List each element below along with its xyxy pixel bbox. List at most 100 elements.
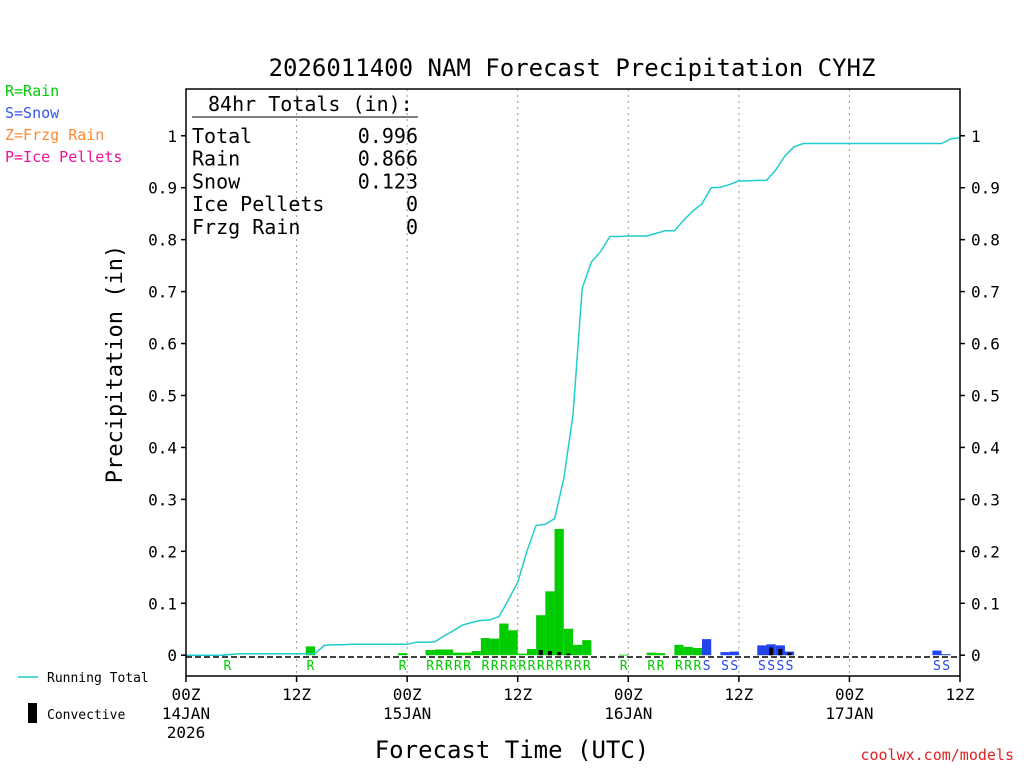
x-tick-label: 12Z	[282, 685, 311, 704]
totals-row-label: Ice Pellets	[192, 192, 324, 216]
convective-bar	[778, 648, 783, 656]
precip-type-marker: S	[933, 659, 941, 674]
precip-type-marker: R	[537, 659, 545, 674]
precip-bar	[471, 651, 481, 656]
precip-bar	[692, 647, 702, 656]
chart-title: 2026011400 NAM Forecast Precipitation CY…	[269, 54, 876, 82]
precip-bar	[729, 651, 739, 656]
convective-bar	[769, 647, 774, 656]
convective-bar	[547, 651, 552, 656]
legend-freezing-rain: Z=Frzg Rain	[5, 126, 105, 144]
precip-type-marker: S	[786, 659, 794, 674]
precip-type-marker: R	[454, 659, 462, 674]
precip-bar	[941, 654, 951, 656]
y-tick-label-right: 0.2	[971, 542, 1000, 561]
precip-type-marker: R	[657, 659, 665, 674]
precip-bar	[425, 650, 435, 656]
precip-type-marker: R	[509, 659, 517, 674]
precip-type-marker: R	[693, 659, 701, 674]
precip-type-marker: R	[482, 659, 490, 674]
precip-type-marker: R	[546, 659, 554, 674]
y-tick-label-left: 0.7	[148, 283, 177, 302]
precip-bar	[545, 591, 555, 656]
precip-type-marker: S	[721, 659, 729, 674]
y-tick-label-right: 0	[971, 646, 981, 665]
precip-type-marker: R	[306, 659, 314, 674]
y-tick-label-right: 0.7	[971, 283, 1000, 302]
precip-type-marker: S	[767, 659, 775, 674]
precip-bar	[563, 628, 573, 656]
precip-type-marker: R	[555, 659, 563, 674]
precip-type-marker: R	[684, 659, 692, 674]
axes: 0 00.1 0.10.2 0.20.3 0.30.4 0.40.5 0.50.6 0.60.…	[148, 127, 1000, 742]
precip-bar	[646, 652, 656, 656]
totals-row-value: 0.123	[358, 169, 418, 193]
precip-bar	[554, 528, 564, 656]
totals-row-value: 0.996	[358, 124, 418, 148]
precip-type-marker: R	[463, 659, 471, 674]
precip-bar	[444, 649, 454, 656]
precip-type-marker: R	[675, 659, 683, 674]
totals-title: 84hr Totals (in):	[208, 92, 413, 116]
plot-frame	[185, 88, 961, 677]
gridlines	[296, 89, 850, 676]
x-tick-date: 16JAN	[604, 704, 652, 723]
precip-type-marker: R	[445, 659, 453, 674]
convective-legend-swatch	[28, 703, 37, 723]
precip-type-marker: S	[730, 659, 738, 674]
source-watermark: coolwx.com/models	[860, 746, 1014, 764]
y-tick-label-left: 1	[167, 127, 177, 146]
precip-type-marker: R	[224, 659, 232, 674]
totals-row-label: Rain	[192, 147, 240, 171]
precip-bar	[582, 640, 592, 656]
y-tick-label-right: 0.1	[971, 594, 1000, 613]
y-tick-label-right: 0.3	[971, 490, 1000, 509]
y-tick-label-left: 0.2	[148, 542, 177, 561]
y-tick-label-left: 0.5	[148, 386, 177, 405]
convective-bars	[538, 647, 792, 656]
y-tick-label-right: 0.5	[971, 386, 1000, 405]
precip-bar	[434, 649, 444, 656]
convective-legend-label: Convective	[47, 708, 125, 723]
totals-row-value: 0.866	[358, 147, 418, 171]
y-tick-label-left: 0.4	[148, 438, 177, 457]
x-tick-label: 12Z	[724, 685, 753, 704]
totals-box: 84hr Totals (in): Total 0.996 Rain 0.866 Sno…	[192, 92, 418, 239]
precip-bar	[932, 650, 942, 656]
x-tick-label: 00Z	[172, 685, 201, 704]
precip-type-marker: R	[620, 659, 628, 674]
precip-bar	[397, 653, 408, 656]
x-tick-date: 14JAN	[162, 704, 210, 723]
precip-type-marker: R	[435, 659, 443, 674]
series-legend: Running Total Convective	[18, 671, 149, 723]
precip-bar	[674, 644, 684, 656]
y-tick-label-left: 0.9	[148, 179, 177, 198]
x-tick-date: 15JAN	[383, 704, 431, 723]
y-tick-label-right: 0.6	[971, 335, 1000, 354]
precip-type-marker: S	[942, 659, 950, 674]
precip-type-marker: R	[426, 659, 434, 674]
precip-bar	[619, 654, 629, 656]
running-total-legend-label: Running Total	[47, 671, 149, 686]
running-total-line	[186, 137, 961, 656]
convective-bar	[557, 652, 562, 656]
x-tick-label: 00Z	[393, 685, 422, 704]
y-tick-label-right: 0.4	[971, 438, 1000, 457]
x-tick-date: 17JAN	[825, 704, 873, 723]
y-tick-label-left: 0.8	[148, 231, 177, 250]
precip-bar	[305, 646, 315, 656]
x-tick-year: 2026	[167, 723, 206, 742]
precip-bar	[526, 648, 537, 656]
precip-type-marker: R	[574, 659, 582, 674]
precip-bar	[490, 638, 500, 656]
precip-type-marker: S	[703, 659, 711, 674]
precip-bar	[573, 644, 583, 656]
x-tick-label: 12Z	[946, 685, 975, 704]
precip-bar	[757, 645, 767, 656]
legend-snow: S=Snow	[5, 104, 60, 122]
totals-rows: Total 0.996 Rain 0.866 Snow 0.123 Ice Pellets 0…	[192, 124, 418, 239]
y-tick-label-left: 0.1	[148, 594, 177, 613]
precip-type-marker: R	[583, 659, 591, 674]
y-tick-label-right: 0.9	[971, 179, 1000, 198]
